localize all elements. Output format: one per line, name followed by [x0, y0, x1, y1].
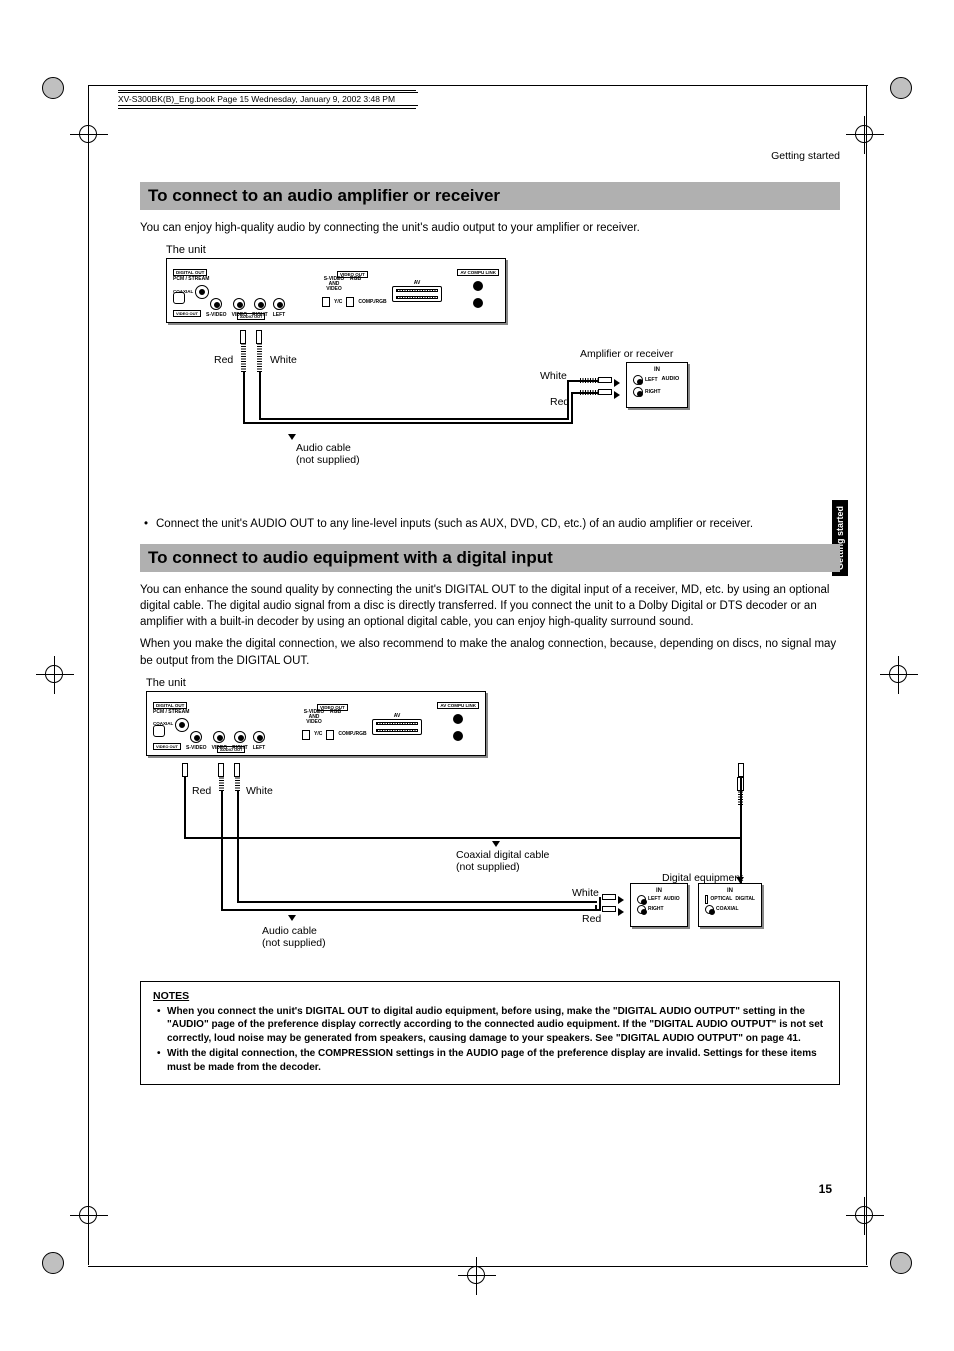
crop-cross-br2: [850, 1201, 880, 1231]
section1-intro: You can enjoy high-quality audio by conn…: [140, 220, 840, 236]
label-pcm: PCM / STREAM: [173, 277, 209, 282]
coax-cable-label: Coaxial digital cable: [456, 849, 549, 861]
plug-red-recv: [598, 389, 612, 395]
jack-video: [233, 298, 245, 310]
crop-mark-tl: [40, 75, 66, 101]
arrow-recv-w: [614, 379, 620, 387]
crop-line-left: [88, 85, 89, 1265]
jack-audio-r: [254, 298, 266, 310]
plug-coax-bottom: [738, 763, 744, 777]
plug-white-1: [256, 330, 262, 344]
crop-cross-tl2: [74, 120, 104, 150]
unit-label-2: The unit: [146, 677, 840, 689]
crop-cross-bottom: [462, 1261, 492, 1291]
section2-title: To connect to audio equipment with a dig…: [140, 544, 840, 572]
label-rgb: RGB: [350, 277, 361, 282]
section2-para2: When you make the digital connection, we…: [140, 636, 840, 668]
diagram2: The unit DIGITAL OUT PCM / STREAM COAXIA…: [140, 677, 840, 967]
page-content: Getting started To connect to an audio a…: [140, 150, 840, 1085]
crop-mark-bl: [40, 1250, 66, 1276]
white-label-recv: White: [540, 370, 567, 382]
white-label-1: White: [270, 354, 297, 366]
red-label-recv: Red: [550, 396, 569, 408]
receiver-box-2b: IN OPTICAL DIGITAL COAXIAL: [698, 883, 762, 927]
section1-bullet: Connect the unit's AUDIO OUT to any line…: [140, 516, 840, 532]
unit-panel-2: DIGITAL OUT PCM / STREAM COAXIAL VIDEO O…: [146, 691, 486, 756]
switch-icon-1: [322, 297, 330, 307]
plug-red-2: [218, 763, 224, 777]
white-label-2: White: [246, 785, 273, 797]
plug-r-2recv: [602, 906, 616, 912]
recv-jack-r: [633, 387, 643, 397]
unit-panel-1: DIGITAL OUT PCM / STREAM COAXIAL VIDEO O…: [166, 258, 506, 323]
red-label-2: Red: [192, 785, 211, 797]
switch-icon-2: [346, 297, 354, 307]
notes-item-2: With the digital connection, the COMPRES…: [153, 1047, 827, 1074]
hatch-recv-w: [580, 378, 598, 383]
crop-mark-tr: [888, 75, 914, 101]
book-header: XV-S300BK(B)_Eng.book Page 15 Wednesday,…: [118, 92, 418, 106]
arrow-recv-r: [614, 391, 620, 399]
jack-audio-l: [273, 298, 285, 310]
label-digital-out: DIGITAL OUT: [173, 269, 207, 276]
red-label-1: Red: [214, 354, 233, 366]
audio-cable-label-1: Audio cable: [296, 442, 351, 454]
label-video-out-box: VIDEO OUT: [173, 310, 201, 317]
crop-cross-left: [40, 660, 70, 690]
label-audio-out-box: AUDIO OUT: [237, 313, 265, 320]
section1-title: To connect to an audio amplifier or rece…: [140, 182, 840, 210]
label-svideo-and-video: S-VIDEO AND VIDEO: [322, 277, 346, 292]
plug-white-recv: [598, 377, 612, 383]
label-av-compu: AV COMPU LINK: [457, 269, 499, 276]
plug-w-2recv: [602, 894, 616, 900]
compu-jack-2: [473, 298, 483, 308]
crop-line-right: [866, 85, 867, 1265]
crop-cross-tr2: [850, 120, 880, 150]
unit-label-1: The unit: [166, 244, 840, 256]
hatch-coax-bottom: [738, 791, 743, 805]
compu-jack-1: [473, 281, 483, 291]
notes-box: NOTES When you connect the unit's DIGITA…: [140, 981, 840, 1086]
diagram1: The unit DIGITAL OUT PCM / STREAM COAXIA…: [140, 244, 840, 504]
jack-svideo: [210, 298, 222, 310]
plug-white-2: [234, 763, 240, 777]
section-breadcrumb: Getting started: [140, 150, 840, 162]
not-supplied-2: (not supplied): [262, 937, 326, 949]
coax-not-supplied: (not supplied): [456, 861, 520, 873]
crop-cross-right: [884, 660, 914, 690]
hatch-recv-r: [580, 390, 598, 395]
arrow-cable-1: [288, 434, 296, 440]
recv-jack-l: [633, 375, 643, 385]
hatch-1a: [241, 344, 246, 372]
recv-in: IN: [633, 367, 681, 373]
coax-body-icon: [737, 777, 744, 791]
amp-label: Amplifier or receiver: [580, 348, 673, 360]
hatch-1b: [257, 344, 262, 372]
arrow-cable-2: [288, 915, 296, 921]
arrow-into-digital: [736, 877, 744, 883]
section2-para1: You can enhance the sound quality by con…: [140, 582, 840, 630]
plug-coax-top: [182, 763, 188, 777]
crop-mark-br: [888, 1250, 914, 1276]
page-number: 15: [819, 1182, 832, 1196]
scart-icon: [392, 286, 442, 302]
notes-title: NOTES: [153, 990, 827, 1002]
plug-red-1: [240, 330, 246, 344]
arrow-coax: [492, 841, 500, 847]
not-supplied-1: (not supplied): [296, 454, 360, 466]
receiver-box-2a: IN LEFT AUDIO RIGHT: [630, 883, 688, 927]
crop-cross-bl2: [74, 1201, 104, 1231]
notes-item-1: When you connect the unit's DIGITAL OUT …: [153, 1005, 827, 1046]
receiver-box-1: IN LEFT AUDIO RIGHT: [626, 362, 688, 408]
red-2recv: Red: [582, 913, 601, 925]
white-2recv: White: [572, 887, 599, 899]
audio-cable-2: Audio cable: [262, 925, 317, 937]
svideo-port-icon: [173, 292, 185, 304]
crop-line-top: [88, 85, 868, 86]
